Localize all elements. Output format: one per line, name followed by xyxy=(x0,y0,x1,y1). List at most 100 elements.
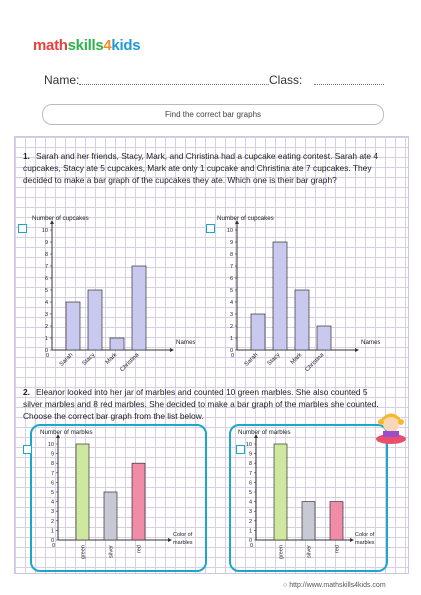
y-tick-label: 7 xyxy=(51,471,54,477)
q2-option-b-panel[interactable] xyxy=(229,424,388,572)
y-tick-label: 9 xyxy=(249,452,252,458)
x-tick-label: Mark xyxy=(105,351,119,365)
origin-label: 0 xyxy=(231,353,234,359)
y-tick-label: 8 xyxy=(230,252,233,258)
q1-chart-b: Number of cupcakes 0 1 2 3 4 5 6 7 8 9 10 Sarah Stacy… xyxy=(217,215,380,373)
bar-green xyxy=(273,443,288,541)
question-2: 2. Eleanor looked into her jar of marbles… xyxy=(23,386,385,422)
y-axis-label: Number of cupcakes xyxy=(32,215,89,222)
y-tick-label: 1 xyxy=(45,336,48,342)
y-tick-label: 7 xyxy=(249,471,252,477)
q2-chart-a: Number of marbles 0 1 2 3 4 5 6 7 8 9 10 green silver… xyxy=(40,429,193,559)
x-tick-label: silver xyxy=(307,545,313,558)
y-tick-label: 8 xyxy=(45,252,48,258)
x-axis-label: Names xyxy=(361,339,380,346)
x-axis-arrow xyxy=(350,538,354,542)
bar-sarah xyxy=(250,313,266,351)
y-tick-label: 7 xyxy=(45,264,48,270)
y-axis-label: Number of marbles xyxy=(40,429,93,436)
x-tick-label: Christina xyxy=(119,352,140,373)
y-tick-label: 2 xyxy=(249,519,252,525)
bar-stacy xyxy=(87,289,103,351)
y-tick-label: 5 xyxy=(249,490,252,496)
bar-silver xyxy=(103,491,118,541)
y-axis-arrow xyxy=(56,434,60,438)
y-axis-label: Number of cupcakes xyxy=(217,215,274,222)
y-tick-label: 0 xyxy=(51,538,54,544)
y-tick-label: 4 xyxy=(45,300,48,306)
question-2-text: Eleanor looked into her jar of marbles a… xyxy=(23,387,379,421)
x-tick-label: silver xyxy=(109,545,115,558)
q2-chart-b: Number of marbles 0 1 2 3 4 5 6 7 8 9 10 green silver… xyxy=(238,429,375,559)
origin-label: 0 xyxy=(52,543,55,549)
y-tick-label: 5 xyxy=(51,490,54,496)
x-axis-label: Color of xyxy=(173,532,193,538)
origin-label: 0 xyxy=(46,353,49,359)
name-line[interactable] xyxy=(79,84,269,85)
y-tick-label: 4 xyxy=(230,300,233,306)
bar-mark xyxy=(294,289,310,351)
x-tick-label: green xyxy=(279,545,285,559)
name-label: Name: xyxy=(44,73,80,87)
x-axis-label-line2: marbles xyxy=(173,540,193,546)
question-1-number: 1. xyxy=(23,151,30,161)
y-tick-label: 8 xyxy=(51,461,54,467)
bar-red xyxy=(329,501,344,541)
y-tick-label: 8 xyxy=(249,461,252,467)
y-tick-label: 0 xyxy=(249,538,252,544)
y-tick-label: 2 xyxy=(51,519,54,525)
bar-stacy xyxy=(272,241,288,351)
logo-part-skills: skills xyxy=(67,37,104,54)
x-tick-label: Mark xyxy=(290,351,304,365)
y-axis-arrow xyxy=(254,434,258,438)
q2-option-b-checkbox[interactable] xyxy=(236,445,245,454)
y-tick-label: 0 xyxy=(45,348,48,354)
y-axis-label: Number of marbles xyxy=(238,429,291,436)
y-tick-label: 10 xyxy=(48,442,54,448)
y-tick-label: 9 xyxy=(51,452,54,458)
logo-part-math: math xyxy=(33,37,68,54)
y-tick-label: 9 xyxy=(45,240,48,246)
footer-url[interactable]: ○ http://www.mathskills4kids.com xyxy=(283,582,386,589)
site-logo: mathskills4kids xyxy=(33,37,141,54)
q2-option-a-panel[interactable] xyxy=(30,424,207,572)
x-axis-arrow xyxy=(355,348,359,352)
y-tick-label: 10 xyxy=(246,442,252,448)
question-2-number: 2. xyxy=(23,387,30,397)
x-tick-label: red xyxy=(335,545,341,553)
q1-chart-a: Number of cupcakes 0 1 2 3 4 5 6 7 8 9 10 Sarah Stacy… xyxy=(32,215,195,373)
x-axis-arrow xyxy=(168,538,172,542)
x-tick-label: red xyxy=(137,545,143,553)
y-tick-label: 4 xyxy=(51,500,54,506)
y-tick-label: 1 xyxy=(51,528,54,534)
x-tick-label: Christina xyxy=(304,352,325,373)
y-tick-label: 4 xyxy=(249,500,252,506)
x-axis-label-line2: marbles xyxy=(355,540,375,546)
y-tick-label: 5 xyxy=(230,288,233,294)
class-line[interactable] xyxy=(314,84,384,85)
y-tick-label: 10 xyxy=(227,228,233,234)
y-tick-label: 3 xyxy=(45,312,48,318)
y-tick-label: 6 xyxy=(51,480,54,486)
y-tick-label: 6 xyxy=(249,480,252,486)
logo-part-kids: kids xyxy=(111,37,141,54)
logo-part-4: 4 xyxy=(103,37,112,54)
q1-option-a-checkbox[interactable] xyxy=(18,224,27,233)
q1-option-b-checkbox[interactable] xyxy=(206,224,215,233)
y-tick-label: 7 xyxy=(230,264,233,270)
q2-option-a-checkbox[interactable] xyxy=(23,445,32,454)
y-tick-label: 5 xyxy=(45,288,48,294)
worksheet-title: Find the correct bar graphs xyxy=(42,104,384,125)
bar-silver xyxy=(301,501,316,541)
question-1-text: Sarah and her friends, Stacy, Mark, and … xyxy=(23,151,379,185)
y-axis-arrow xyxy=(50,220,54,224)
y-tick-label: 2 xyxy=(230,324,233,330)
y-tick-label: 9 xyxy=(230,240,233,246)
question-1: 1. Sarah and her friends, Stacy, Mark, an… xyxy=(23,150,385,186)
y-tick-label: 1 xyxy=(249,528,252,534)
y-tick-label: 2 xyxy=(45,324,48,330)
x-axis-label: Names xyxy=(176,339,195,346)
y-tick-label: 6 xyxy=(230,276,233,282)
grid-background xyxy=(14,136,409,574)
y-tick-label: 0 xyxy=(230,348,233,354)
